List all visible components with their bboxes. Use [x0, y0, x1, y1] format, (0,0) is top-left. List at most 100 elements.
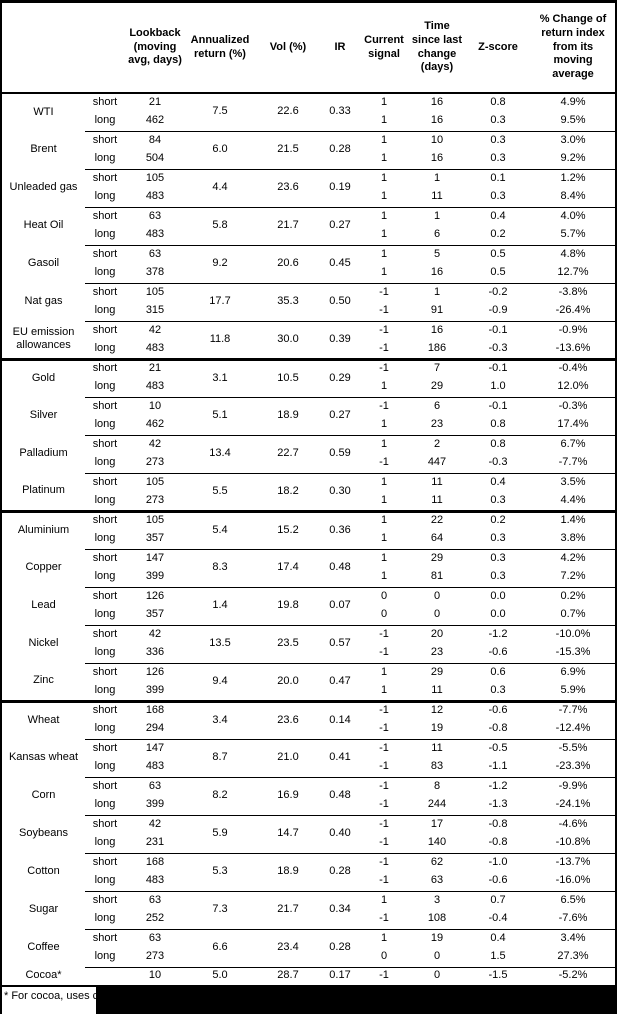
z-score-value: 0.3 [490, 190, 506, 203]
table-row: long 378 1 16 0.5 12.7% [2, 264, 615, 283]
lookback-value: 483 [145, 228, 165, 241]
current-signal-value: 1 [359, 928, 409, 948]
ir-value: 0.59 [321, 434, 359, 473]
horizon-label: short [85, 244, 125, 264]
ir-value: 0.07 [321, 586, 359, 625]
z-score-value: -0.1 [465, 357, 531, 378]
lookback-value: 168 [125, 699, 185, 720]
current-signal-value: -1 [379, 874, 389, 887]
commodity-name: Gold [2, 357, 85, 397]
table-row: Wheat short 168 3.4 23.6 0.14 -1 12 -0.6 -7.7% [2, 699, 615, 739]
table-row: Cotton short 168 5.3 18.9 0.28 -1 62 -1.0 -13.7% [2, 852, 615, 891]
horizon-label: short [85, 928, 125, 948]
table-row: WTI short 21 7.5 22.6 0.33 1 16 0.8 4.9% [2, 93, 615, 118]
annualized-return-value: 6.0 [185, 130, 255, 169]
z-score-value: -1.2 [465, 776, 531, 796]
annualized-return-value: 8.7 [185, 738, 255, 777]
z-score-value: 0.4 [465, 472, 531, 492]
horizon-label: long [94, 341, 116, 354]
z-score-value: -1.5 [465, 966, 531, 986]
lookback-value: 84 [125, 130, 185, 150]
lookback-value: 105 [125, 509, 185, 530]
annualized-return-value: 5.3 [185, 852, 255, 891]
horizon-label: long [94, 532, 116, 545]
pct-change-value: -10.0% [531, 624, 615, 644]
table-row: Kansas wheat short 147 8.7 21.0 0.41 -1 11 -0.5-… [2, 738, 615, 777]
table-row: Copper short 147 8.3 17.4 0.48 1 29 0.3 4.2% [2, 548, 615, 587]
current-signal-value: -1 [359, 738, 409, 758]
table-row: long 483 -1 63 -0.6 -16.0% [2, 872, 615, 891]
horizon-label: long [94, 114, 116, 127]
current-signal-value: 1 [380, 493, 388, 506]
table-row: long 483 1 6 0.2 5.7% [2, 226, 615, 245]
lookback-value: 483 [145, 380, 165, 393]
current-signal-value: 1 [380, 96, 388, 109]
time-since-change-value: 2 [409, 434, 465, 454]
annualized-return-value: 6.6 [185, 928, 255, 967]
vol-value: 18.2 [255, 472, 321, 511]
pct-change-value: -0.3% [531, 396, 615, 416]
time-since-change-value: 186 [427, 341, 447, 354]
commodity-name: Platinum [22, 484, 65, 497]
table-row: Gasoil short 63 9.2 20.6 0.45 1 5 0.5 4.8% [2, 244, 615, 283]
time-since-change-value: 5 [409, 244, 465, 264]
z-score-value: 0.3 [490, 152, 506, 165]
ir-value: 0.47 [321, 662, 359, 701]
table-row: long 231 -1 140 -0.8 -10.8% [2, 834, 615, 853]
annualized-return-value: 5.5 [185, 472, 255, 511]
ir-value: 0.39 [321, 320, 359, 359]
z-score-value: 0.6 [465, 662, 531, 682]
horizon-label: short [85, 434, 125, 454]
current-signal-value: -1 [379, 836, 389, 849]
vol-value: 22.7 [255, 434, 321, 473]
table-row: Sugar short 63 7.3 21.7 0.34 1 3 0.7 6.5% [2, 890, 615, 929]
current-signal-value: -1 [379, 912, 389, 925]
table-row: EU emission allowances short 42 11.8 30.0 0.3… [2, 320, 615, 359]
z-score-value: 0.3 [490, 532, 506, 545]
pct-change-value: 0.7% [560, 608, 586, 621]
pct-change-value: 4.4% [560, 493, 586, 506]
current-signal-value: 1 [380, 228, 388, 241]
pct-change-value: -24.1% [555, 798, 591, 811]
current-signal-value: -1 [359, 396, 409, 416]
ir-value: 0.28 [321, 852, 359, 891]
pct-change-value: -0.9% [531, 320, 615, 340]
lookback-value: 483 [145, 190, 165, 203]
z-score-value: 0.8 [490, 96, 506, 109]
time-since-change-value: 29 [409, 548, 465, 568]
table-row: long 273 0 0 1.5 27.3% [2, 948, 615, 967]
pct-change-value: 6.9% [531, 662, 615, 682]
horizon-label: long [94, 646, 116, 659]
current-signal-value: 1 [380, 532, 388, 545]
current-signal-value: -1 [359, 699, 409, 720]
pct-change-value: 9.2% [560, 152, 586, 165]
pct-change-value: -5.2% [531, 966, 615, 986]
pct-change-value: 3.8% [560, 532, 586, 545]
pct-change-value: -26.4% [555, 304, 591, 317]
commodity-name: EU emission allowances [12, 325, 75, 352]
pct-change-value: 4.2% [531, 548, 615, 568]
time-since-change-value: 1 [409, 282, 465, 302]
horizon-label: short [85, 814, 125, 834]
commodity-name: Soybeans [19, 827, 68, 840]
pct-change-value: -9.9% [531, 776, 615, 796]
annualized-return-value: 13.4 [185, 434, 255, 473]
z-score-value: 0.4 [465, 206, 531, 226]
pct-change-value: 17.4% [557, 418, 589, 431]
current-signal-value: 1 [359, 509, 409, 530]
pct-change-value: -23.3% [555, 760, 591, 773]
header-lookback: Lookback (moving avg, days) [125, 3, 185, 94]
pct-change-value: 27.3% [557, 950, 589, 963]
table-row: Unleaded gas short 105 4.4 23.6 0.19 1 1 0.1 1.2% [2, 168, 615, 207]
time-since-change-value: 23 [430, 646, 444, 659]
current-signal-value: 1 [359, 662, 409, 682]
vol-value: 19.8 [255, 586, 321, 625]
current-signal-value: 1 [380, 418, 388, 431]
table-row: long 504 1 16 0.3 9.2% [2, 150, 615, 169]
horizon-label: short [85, 130, 125, 150]
lookback-value: 10 [125, 966, 185, 986]
vol-value: 20.6 [255, 244, 321, 283]
vol-value: 20.0 [255, 662, 321, 701]
time-since-change-value: 19 [430, 722, 444, 735]
pct-change-value: 3.0% [531, 130, 615, 150]
